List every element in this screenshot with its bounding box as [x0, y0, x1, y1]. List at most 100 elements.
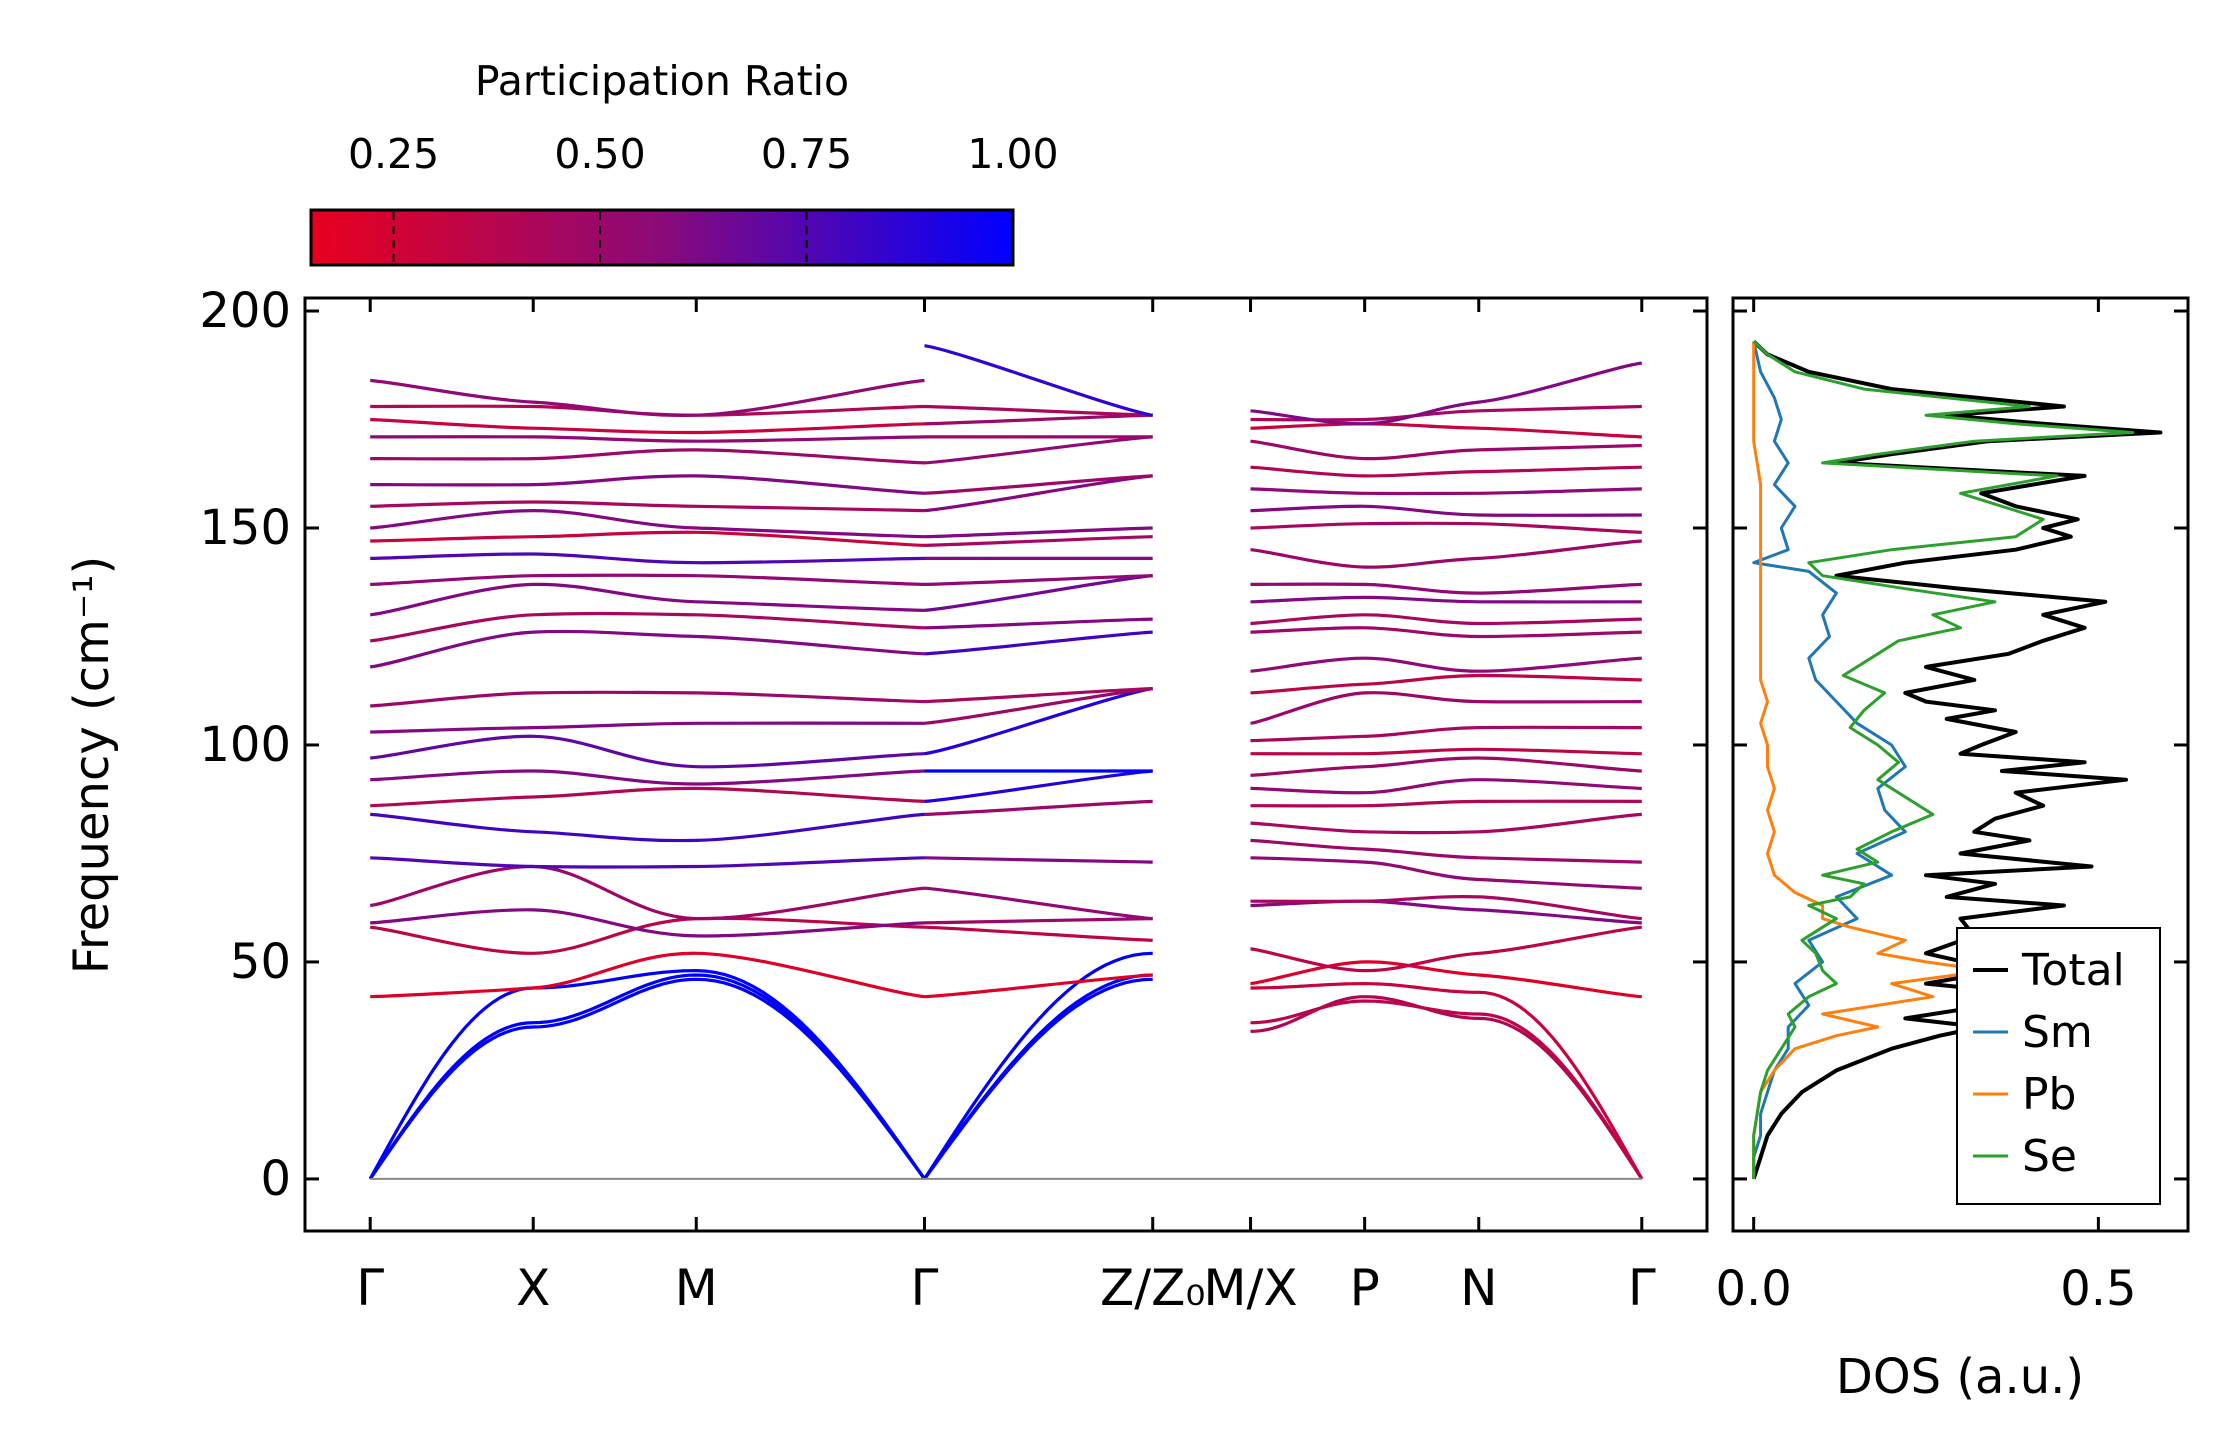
band-line — [370, 508, 925, 539]
legend-label-total: Total — [2021, 945, 2125, 996]
colorbar-tick-label: 0.75 — [761, 130, 852, 178]
x-tick-label: Γ — [356, 1259, 384, 1317]
x-tick-label: X — [516, 1259, 550, 1317]
band-line — [368, 968, 926, 1180]
band-line — [370, 573, 925, 586]
band-line — [1250, 960, 1642, 999]
band-line — [370, 530, 925, 547]
band-line — [924, 687, 1153, 756]
band-line — [370, 734, 925, 769]
band-line — [1250, 539, 1642, 569]
band-line — [1250, 778, 1642, 795]
band-line — [924, 769, 1153, 803]
band-line — [924, 344, 1153, 417]
band-line — [370, 812, 925, 843]
band-line — [1250, 725, 1642, 743]
y-tick-label: 50 — [230, 934, 291, 990]
band-line — [923, 951, 1153, 1180]
band-line — [1250, 747, 1642, 756]
band-line — [1250, 521, 1642, 534]
band-line — [370, 611, 925, 643]
band-line — [370, 856, 925, 869]
band-line — [924, 973, 1153, 999]
dos-axis-label: DOS (a.u.) — [1836, 1349, 2084, 1405]
band-line — [1250, 691, 1642, 725]
band-line — [370, 629, 925, 669]
legend-box — [1956, 927, 2161, 1205]
band-line — [1250, 756, 1642, 777]
frequency-axis-label: Frequency (cm⁻¹) — [64, 556, 120, 974]
band-line — [1250, 422, 1642, 439]
dos-x-tick-label: 0.0 — [1716, 1261, 1792, 1317]
band-line — [1250, 999, 1644, 1180]
band-axes-frame — [303, 296, 1709, 1233]
band-line — [924, 925, 1153, 942]
x-tick-label: Z/Z₀ — [1100, 1259, 1205, 1317]
band-line — [1250, 838, 1642, 864]
band-line — [1250, 899, 1642, 925]
band-line — [370, 552, 925, 565]
band-line — [924, 574, 1153, 586]
legend-label-pb: Pb — [2022, 1069, 2076, 1120]
colorbar: Participation Ratio 0.25 0.50 0.75 1.00 — [309, 57, 1059, 267]
band-line — [924, 856, 1153, 864]
band-line — [1250, 595, 1642, 604]
colorbar-title: Participation Ratio — [475, 57, 849, 105]
colorbar-ticks: 0.25 0.50 0.75 1.00 — [348, 130, 1059, 263]
band-line — [1250, 626, 1642, 639]
band-line — [370, 916, 925, 955]
x-tick-label: Γ — [911, 1259, 939, 1317]
colorbar-gradient — [309, 208, 1015, 267]
x-tick-label: P — [1350, 1259, 1380, 1317]
band-line — [1250, 361, 1642, 426]
dos-axes-frame — [1731, 296, 2190, 1233]
band-line — [924, 574, 1153, 612]
band-structure-panel: 0 50 100 150 200 Γ X M Γ Z/Z₀M/X P N Γ Frequency (c… — [64, 283, 1709, 1317]
band-line — [1250, 465, 1642, 478]
band-line — [924, 404, 1153, 417]
dos-legend: Total Sm Pb Se — [1956, 927, 2161, 1205]
x-tick-label: N — [1460, 1259, 1497, 1317]
colorbar-tick-label: 1.00 — [967, 130, 1058, 178]
band-line — [370, 769, 925, 786]
band-line — [924, 535, 1153, 547]
legend-label-se: Se — [2022, 1131, 2077, 1182]
band-line — [1250, 799, 1642, 808]
band-line — [924, 474, 1153, 513]
band-x-ticks: Γ X M Γ Z/Z₀M/X P N Γ — [356, 298, 1656, 1317]
band-line — [370, 448, 925, 465]
dos-panel: 0.0 0.5 DOS (a.u.) Total Sm Pb Se — [1716, 296, 2190, 1405]
band-line — [368, 977, 926, 1180]
dos-line-se — [1752, 340, 2135, 1179]
y-tick-label: 100 — [199, 717, 291, 773]
band-line — [924, 886, 1153, 921]
band-line — [370, 786, 925, 808]
band-line — [370, 690, 925, 708]
band-line — [370, 474, 925, 495]
band-line — [1250, 656, 1642, 673]
band-line — [924, 435, 1153, 465]
band-line — [370, 951, 925, 999]
legend-label-sm: Sm — [2022, 1007, 2093, 1058]
colorbar-tick-label: 0.50 — [554, 130, 645, 178]
x-tick-label: Γ — [1628, 1259, 1656, 1317]
x-tick-label: M — [675, 1259, 718, 1317]
band-line — [1250, 582, 1642, 595]
band-lines — [368, 344, 1644, 1180]
band-line — [370, 417, 925, 435]
band-line — [924, 917, 1153, 925]
band-line — [370, 864, 925, 921]
band-line — [923, 977, 1153, 1180]
band-line — [370, 435, 925, 443]
band-y-ticks: 0 50 100 150 200 — [199, 283, 1707, 1207]
band-line — [1250, 856, 1642, 890]
y-tick-label: 0 — [260, 1151, 291, 1207]
band-line — [1250, 925, 1642, 973]
band-line — [924, 413, 1153, 426]
band-line — [924, 799, 1153, 816]
band-line — [1250, 812, 1642, 835]
dos-y-ticks — [1733, 309, 2188, 1181]
dos-line-pb — [1752, 341, 1990, 1179]
band-line — [368, 973, 926, 1180]
dos-x-tick-label: 0.5 — [2060, 1261, 2136, 1317]
